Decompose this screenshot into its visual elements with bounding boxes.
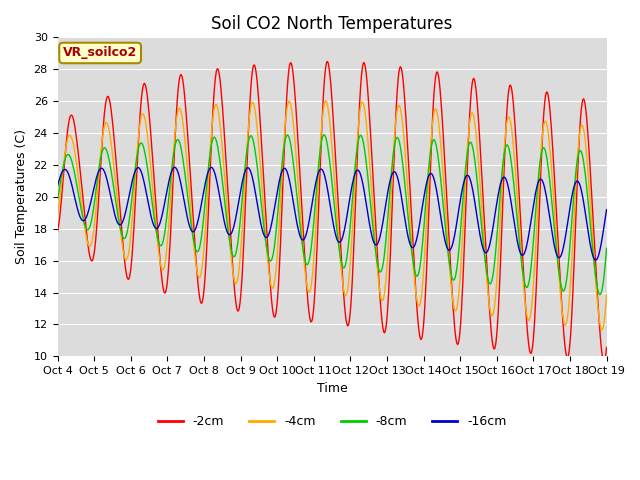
-2cm (120, 252, 128, 258)
-2cm (600, 359, 608, 365)
-16cm (63, 169, 71, 175)
-8cm (596, 292, 604, 298)
-8cm (54, 197, 61, 203)
-4cm (63, 137, 71, 143)
-4cm (415, 302, 423, 308)
-4cm (322, 98, 330, 104)
-4cm (598, 327, 606, 333)
Line: -4cm: -4cm (58, 101, 607, 330)
-4cm (603, 292, 611, 298)
-4cm (205, 170, 212, 176)
Line: -16cm: -16cm (58, 168, 607, 260)
-2cm (176, 74, 184, 80)
Y-axis label: Soil Temperatures (C): Soil Temperatures (C) (15, 129, 28, 264)
-2cm (205, 201, 212, 207)
-2cm (399, 81, 407, 87)
-16cm (120, 215, 128, 221)
-4cm (399, 130, 407, 135)
Title: Soil CO2 North Temperatures: Soil CO2 North Temperatures (211, 15, 452, 33)
Legend: -2cm, -4cm, -8cm, -16cm: -2cm, -4cm, -8cm, -16cm (152, 410, 511, 433)
-16cm (177, 179, 184, 185)
-8cm (415, 266, 423, 272)
-4cm (120, 252, 128, 258)
-2cm (63, 129, 71, 135)
-8cm (63, 152, 71, 157)
-8cm (320, 132, 328, 138)
-16cm (54, 183, 61, 189)
-8cm (120, 236, 128, 241)
Line: -8cm: -8cm (58, 135, 607, 295)
-8cm (205, 162, 212, 168)
-16cm (415, 222, 423, 228)
-8cm (176, 140, 184, 145)
Line: -2cm: -2cm (58, 61, 607, 362)
-4cm (176, 105, 184, 111)
-16cm (592, 257, 600, 263)
-16cm (399, 207, 407, 213)
X-axis label: Time: Time (317, 382, 348, 395)
-8cm (603, 245, 611, 251)
-2cm (54, 228, 61, 234)
-2cm (323, 59, 331, 64)
-2cm (603, 345, 611, 350)
-2cm (415, 332, 423, 337)
-16cm (170, 165, 178, 170)
Text: VR_soilco2: VR_soilco2 (63, 47, 137, 60)
-16cm (603, 207, 611, 213)
-4cm (54, 212, 61, 218)
-8cm (399, 168, 407, 173)
-16cm (205, 166, 213, 172)
